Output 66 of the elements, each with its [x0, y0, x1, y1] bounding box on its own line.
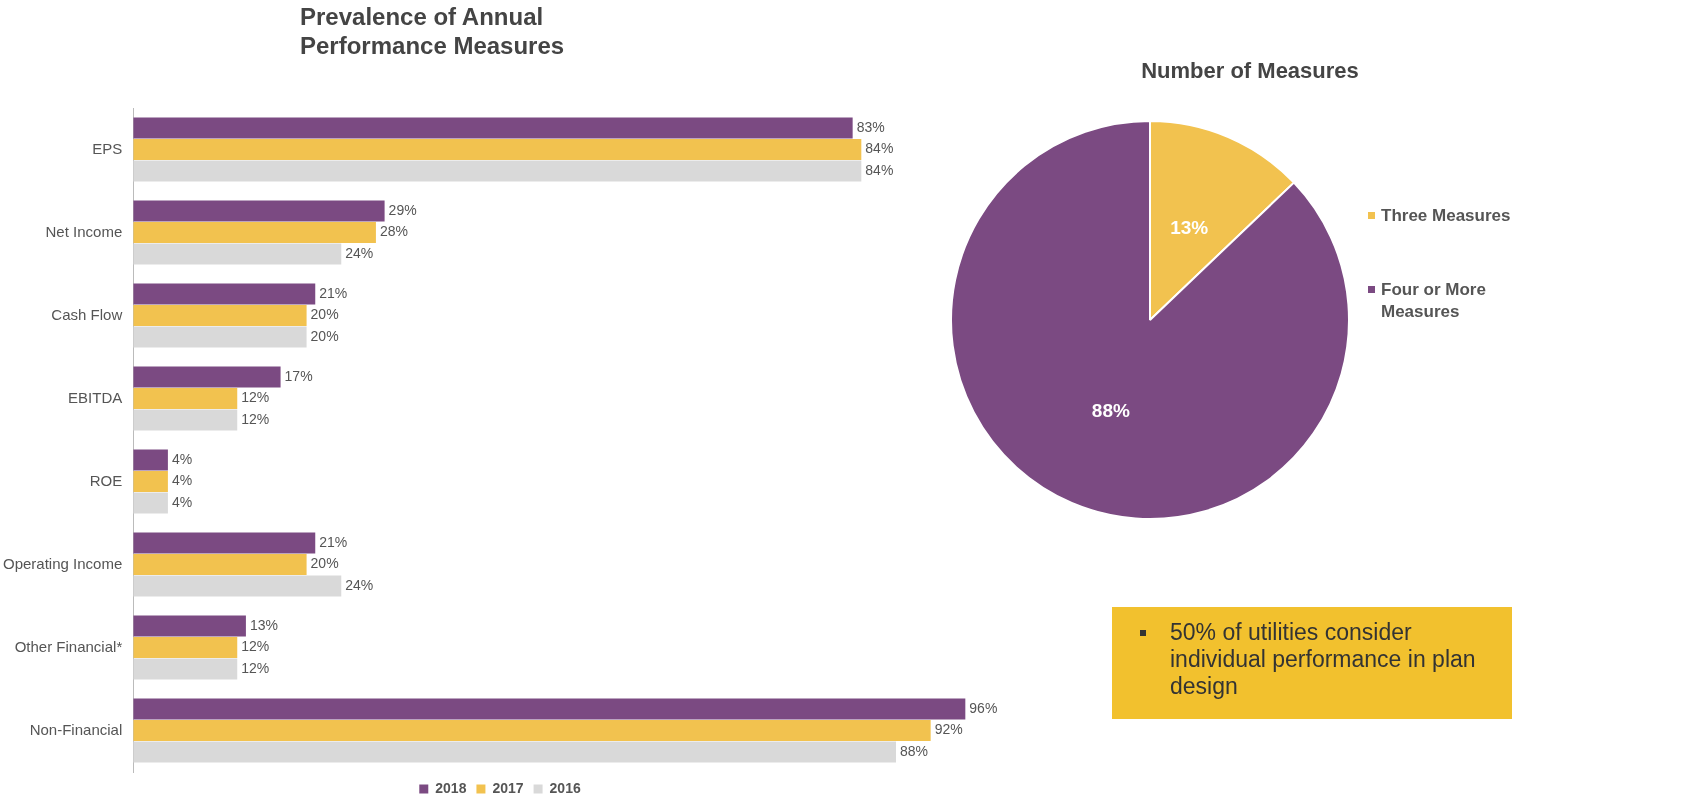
bar: [133, 160, 862, 182]
bar: [133, 222, 376, 243]
bar: [133, 532, 316, 554]
data-label: 13%: [1170, 216, 1209, 238]
bar: [133, 471, 168, 492]
y-tick-label: ROE: [89, 471, 123, 489]
data-label: 24%: [345, 576, 374, 593]
bar: [133, 305, 307, 326]
data-label: 88%: [899, 742, 929, 759]
bar: [133, 139, 862, 160]
data-label: 92%: [934, 721, 963, 738]
data-label: 20%: [310, 555, 339, 572]
data-label: 21%: [319, 533, 348, 550]
bar: [133, 575, 342, 597]
data-label: 21%: [319, 284, 348, 301]
bar: [133, 554, 307, 575]
bar: [133, 720, 931, 741]
bar: [133, 492, 168, 514]
bar: [133, 741, 896, 763]
data-label: 96%: [969, 699, 998, 716]
data-label: 12%: [241, 410, 270, 427]
data-label: 83%: [856, 118, 885, 135]
data-label: 12%: [241, 389, 270, 406]
data-label: 28%: [379, 223, 408, 240]
data-label: 4%: [171, 450, 193, 467]
text: 50% of utilities consider individual performance in plan design: [1170, 619, 1476, 699]
y-tick-label: EPS: [92, 139, 123, 157]
y-tick-label: Net Income: [45, 222, 123, 240]
bar: [133, 117, 853, 139]
data-label: 84%: [865, 140, 894, 157]
data-label: 88%: [1091, 399, 1130, 421]
bar: [133, 366, 281, 388]
bar: [133, 637, 238, 658]
data-label: 84%: [865, 161, 894, 178]
data-label: 13%: [249, 616, 278, 633]
data-label: 17%: [284, 367, 313, 384]
data-label: 4%: [171, 493, 193, 510]
chart-title: Number of Measures: [1140, 58, 1360, 84]
y-tick-label: Non-Financial: [29, 720, 123, 738]
data-label: 20%: [310, 306, 339, 323]
data-label: 29%: [388, 201, 417, 218]
legend-label: Three Measures: [1381, 205, 1511, 227]
bar: [133, 243, 342, 265]
bar: [133, 200, 385, 222]
y-tick-label: Other Financial*: [14, 637, 123, 655]
bar: [133, 409, 238, 431]
y-tick-label: Cash Flow: [51, 305, 123, 323]
legend-label: Four or More Measures: [1381, 279, 1487, 323]
y-tick-label: EBITDA: [68, 388, 123, 406]
bar: [133, 449, 168, 471]
data-label: 12%: [241, 659, 270, 676]
data-label: 4%: [171, 472, 193, 489]
legend-label: 2018: [435, 779, 467, 796]
bar: [133, 615, 246, 637]
chart-title: Prevalence of Annual Performance Measures: [300, 2, 566, 60]
data-label: 20%: [310, 327, 339, 344]
data-label: 12%: [241, 638, 270, 655]
data-label: 24%: [345, 244, 374, 261]
bar: [133, 388, 238, 409]
bar: [133, 326, 307, 348]
bar: [133, 283, 316, 305]
y-tick-label: Operating Income: [3, 554, 123, 572]
legend-label: 2016: [549, 779, 581, 796]
legend-label: 2017: [492, 779, 524, 796]
bar: [133, 698, 966, 720]
bar: [133, 658, 238, 680]
